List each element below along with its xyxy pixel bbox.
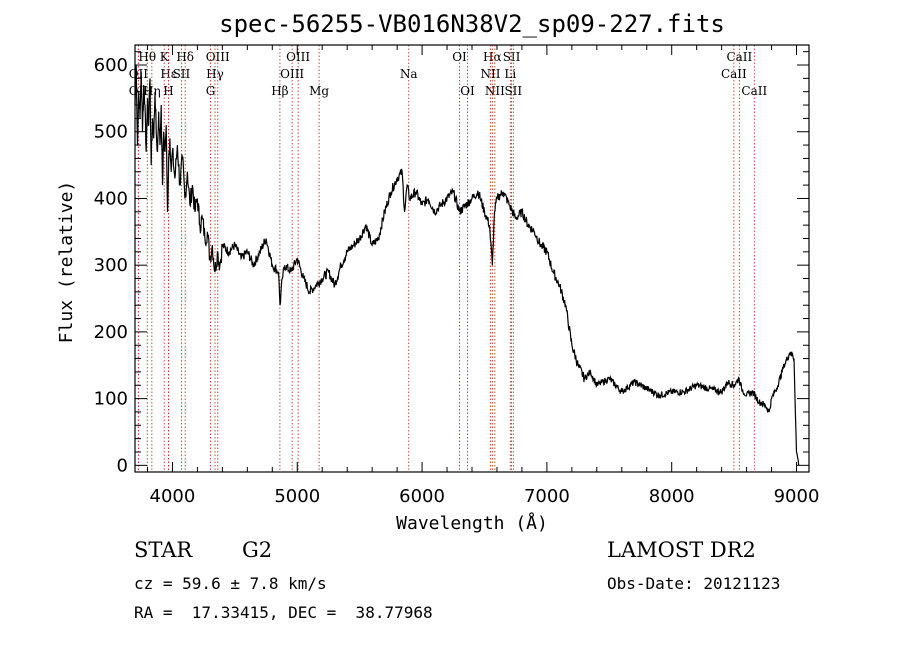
y-tick-label-3: 300 [94, 255, 128, 276]
line-label-21: NII [485, 84, 505, 98]
line-label-27: CaII [741, 84, 767, 98]
line-label-3: K [160, 50, 170, 64]
x-tick-label-3: 7000 [524, 486, 570, 507]
line-label-0: Hθ [138, 50, 156, 64]
line-label-15: Mg [309, 84, 329, 98]
line-label-11: G [206, 84, 216, 98]
chart-title: spec-56255-VB016N38V2_sp09-227.fits [219, 10, 725, 38]
object-class: STAR [134, 538, 193, 562]
line-label-7: Hδ [176, 50, 194, 64]
line-label-22: SII [503, 50, 521, 64]
survey-name: LAMOST DR2 [607, 538, 756, 562]
redshift-text: cz = 59.6 ± 7.8 km/s [134, 574, 327, 593]
line-label-12: Hβ [271, 84, 288, 98]
x-tick-label-4: 8000 [649, 486, 695, 507]
y-tick-label-4: 400 [94, 188, 128, 209]
x-tick-label-5: 9000 [774, 486, 820, 507]
coordinates-text: RA = 17.33415, DEC = 38.77968 [134, 603, 433, 622]
x-axis-label: Wavelength (Å) [396, 512, 548, 534]
y-axis-label: Flux (relative) [56, 181, 77, 344]
line-label-23: Li [504, 67, 516, 81]
axis-ticks: 4000 5000 6000 7000 8000 9000 0 100 200 300 400 500… [94, 45, 820, 507]
plot-frame [134, 44, 810, 473]
y-tick-label-1: 100 [94, 389, 128, 410]
object-subclass: G2 [242, 538, 273, 562]
line-label-18: OI [460, 84, 475, 98]
line-label-9: OIII [206, 50, 230, 64]
line-label-8: SII [173, 67, 191, 81]
y-tick-label-2: 200 [94, 322, 128, 343]
line-label-25: CaII [726, 50, 752, 64]
y-tick-label-0: 0 [117, 455, 128, 476]
line-label-17: OI [452, 50, 467, 64]
line-label-10: Hγ [206, 67, 224, 81]
line-label-19: Hα [483, 50, 502, 64]
y-tick-label-5: 500 [94, 122, 128, 143]
line-label-4: Hη [143, 84, 161, 98]
line-label-20: NII [480, 67, 500, 81]
spectrum-series-line [134, 64, 800, 466]
x-tick-label-1: 5000 [274, 486, 320, 507]
line-label-6: H [163, 84, 173, 98]
line-label-26: CaII [721, 67, 747, 81]
line-label-13: OIII [286, 50, 310, 64]
y-tick-label-6: 600 [94, 55, 128, 76]
x-tick-label-2: 6000 [399, 486, 445, 507]
line-label-16: Na [400, 67, 418, 81]
line-label-24: SII [504, 84, 522, 98]
obs-date-text: Obs-Date: 20121123 [607, 574, 781, 593]
line-label-14: OIII [280, 67, 304, 81]
x-tick-label-0: 4000 [150, 486, 196, 507]
